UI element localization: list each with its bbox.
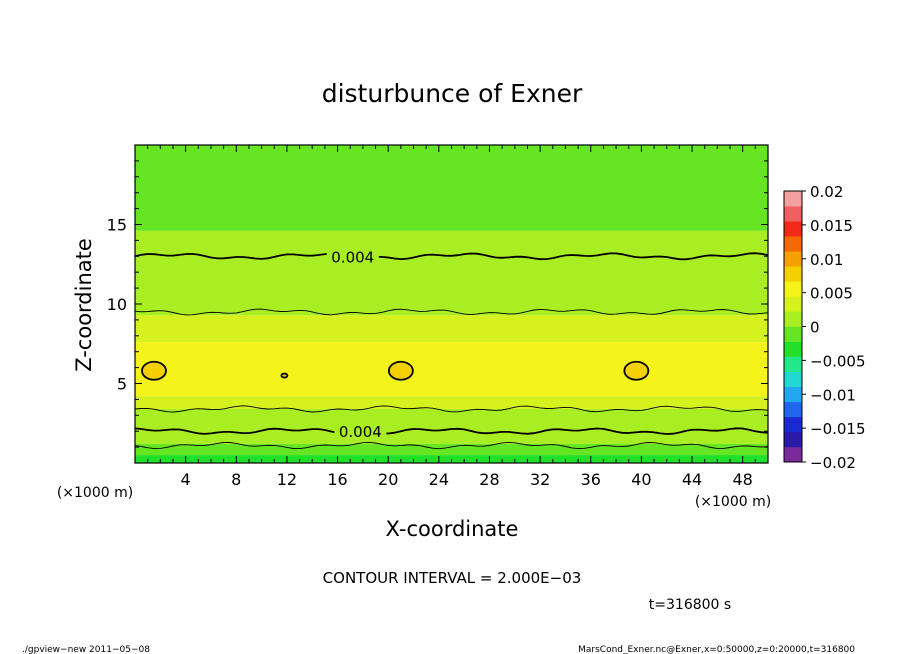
x-tick-label-40: 40 [631, 470, 651, 489]
colorbar-swatch-7 [784, 341, 802, 357]
z-unit-label: (×1000 m) [57, 485, 133, 501]
x-tick-label-8: 8 [231, 470, 241, 489]
colorbar-tick-label-0: 0.02 [810, 183, 843, 201]
footer-right: MarsCond_Exner.nc@Exner,x=0:50000,z=0:20… [578, 645, 855, 654]
colorbar-swatch-16 [784, 206, 802, 222]
x-axis: 4 8 12 16 20 24 28 32 36 40 44 48 [134, 145, 769, 489]
x-unit-label: (×1000 m) [695, 494, 771, 510]
colorbar-swatch-11 [784, 281, 802, 297]
colorbar-swatch-1 [784, 431, 802, 448]
contour-label-bg-0 [326, 247, 379, 266]
y-axis: 5 10 15 [107, 144, 768, 464]
colorbar-swatch-12 [784, 266, 802, 282]
colorbar-swatch-13 [784, 251, 802, 267]
colorbar-tick-label-3: 0.005 [810, 285, 853, 303]
closed-contour-1 [387, 360, 414, 381]
colorbar-tick-label-2: 0.01 [810, 251, 843, 269]
contour-line-3 [134, 405, 769, 413]
colorbar-swatch-9 [784, 311, 802, 327]
colorbar: 0.02 0.015 0.01 0.005 0 −0.005 −0.01 −0.015 −0.0… [783, 183, 866, 472]
x-tick-label-36: 36 [581, 470, 601, 489]
colorbar-swatch-10 [784, 296, 802, 312]
closed-contour-2 [623, 360, 650, 381]
colorbar-tick-label-6: −0.01 [810, 386, 856, 404]
x-tick-label-44: 44 [682, 470, 702, 489]
x-tick-label-4: 4 [181, 470, 191, 489]
colorbar-tick-label-4: 0 [810, 319, 820, 337]
contour-line-2 [134, 308, 769, 316]
colorbar-swatch-17 [784, 191, 802, 207]
y-tick-label-10: 10 [107, 295, 127, 314]
footer-left: ./gpview−new 2011−05−08 [22, 645, 150, 654]
x-tick-label-48: 48 [733, 470, 753, 489]
fill-band-3 [135, 396, 768, 409]
x-tick-label-32: 32 [530, 470, 550, 489]
colorbar-swatch-14 [784, 236, 802, 252]
contour-label-0: 0.004 [331, 248, 374, 266]
fill-band-6 [135, 230, 768, 316]
x-tick-label-16: 16 [327, 470, 347, 489]
contour-line-1 [134, 427, 769, 435]
contour-line-0 [134, 252, 769, 261]
fill-band-4 [135, 342, 768, 397]
x-axis-label: X-coordinate [386, 517, 519, 541]
y-tick-label-5: 5 [117, 375, 127, 394]
contour-label-1: 0.004 [339, 423, 382, 441]
colorbar-swatch-4 [784, 386, 802, 403]
closed-contour-0 [141, 360, 167, 381]
colorbar-swatch-0 [784, 446, 802, 463]
fill-band-2 [135, 408, 768, 444]
contour-label-bg-1 [334, 422, 387, 441]
contour-interval: CONTOUR INTERVAL = 2.000E−03 [323, 569, 582, 587]
chart-title: disturbunce of Exner [322, 79, 583, 108]
colorbar-tick-label-8: −0.02 [810, 454, 856, 472]
fill-band-1 [135, 443, 768, 456]
colorbar-swatch-2 [784, 416, 802, 433]
colorbar-swatch-5 [784, 371, 802, 388]
x-tick-label-12: 12 [277, 470, 297, 489]
colorbar-swatch-8 [784, 326, 802, 342]
y-tick-label-15: 15 [107, 216, 127, 235]
x-tick-label-24: 24 [429, 470, 449, 489]
x-tick-label-28: 28 [479, 470, 499, 489]
x-tick-label-20: 20 [378, 470, 398, 489]
colorbar-swatch-15 [784, 221, 802, 237]
colorbar-tick-label-7: −0.015 [810, 420, 866, 438]
y-axis-label: Z-coordinate [72, 238, 96, 372]
fill-band-5 [135, 315, 768, 343]
closed-contour-3 [280, 372, 289, 379]
colorbar-tick-label-5: −0.005 [810, 352, 866, 370]
colorbar-swatch-3 [784, 401, 802, 418]
fill-band-7 [135, 145, 768, 231]
time-label: t=316800 s [649, 597, 731, 613]
plot-area: 0.004 0.004 [134, 144, 769, 464]
colorbar-tick-label-1: 0.015 [810, 217, 853, 235]
contour-line-4 [134, 441, 769, 450]
colorbar-swatch-6 [784, 356, 802, 372]
